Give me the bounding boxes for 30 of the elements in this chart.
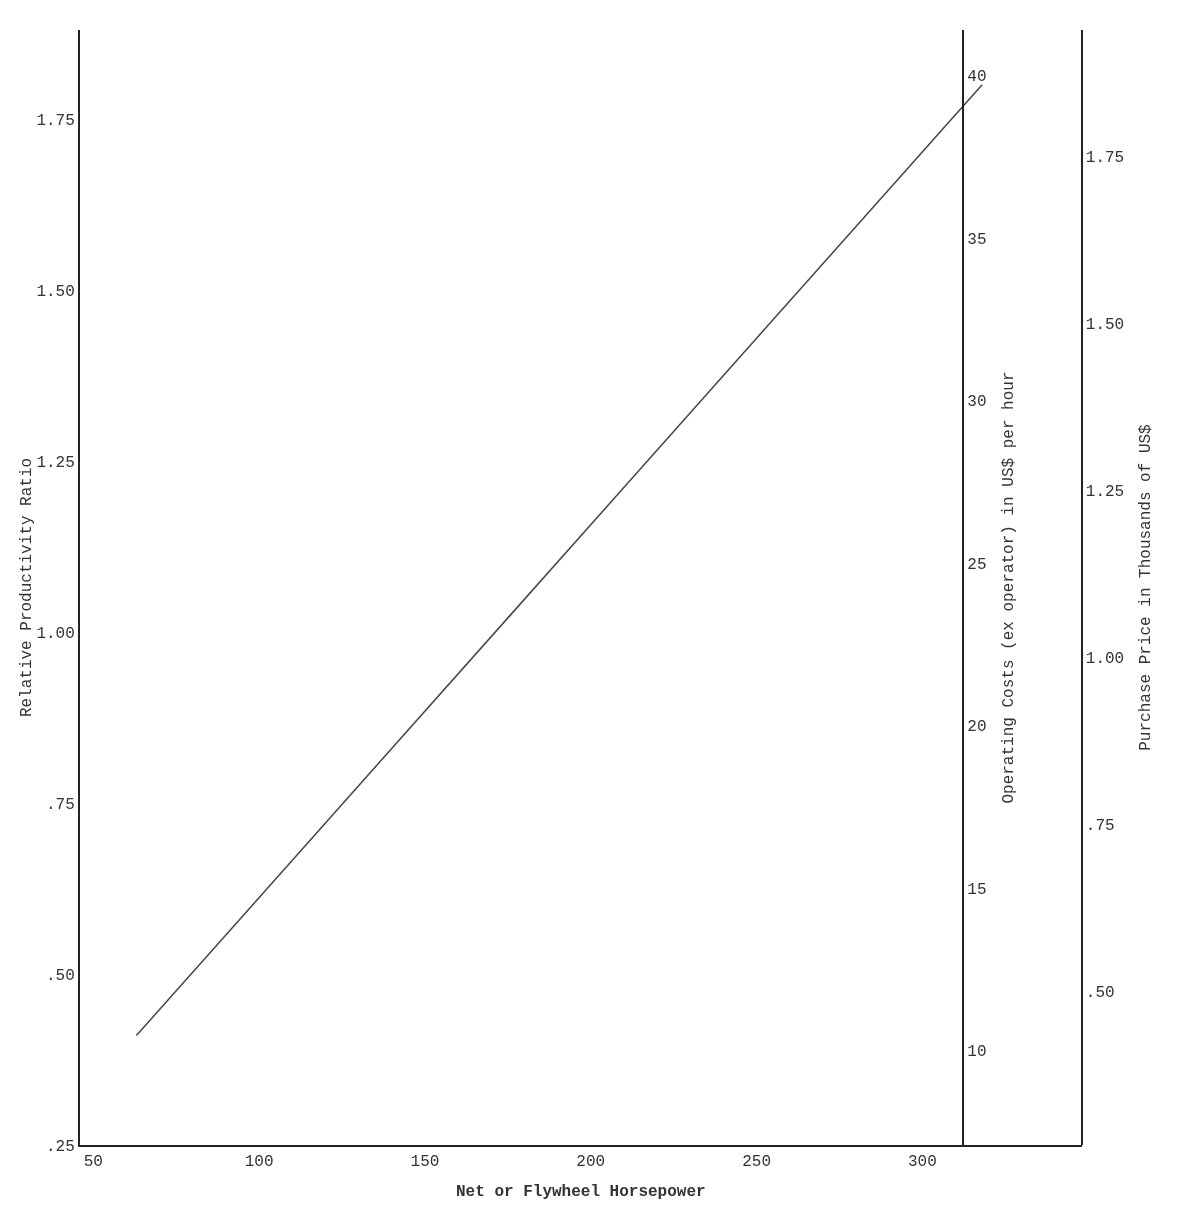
y3-tick-label: 1.25	[1085, 483, 1125, 502]
y2-tick-label: 25	[967, 555, 987, 574]
y-tick-label: .75	[45, 795, 75, 814]
y2-tick-label: 20	[967, 718, 987, 737]
y2-tick-label: 15	[967, 880, 987, 899]
x-tick-label: 100	[244, 1153, 274, 1172]
y3-tick-label: 1.00	[1085, 650, 1125, 669]
x-tick-label: 200	[576, 1153, 606, 1172]
y2-tick-label: 30	[967, 393, 987, 412]
y-tick-label: .25	[45, 1137, 75, 1156]
y3-tick-label: 1.50	[1085, 316, 1125, 335]
y2-tick-label: 35	[967, 230, 987, 249]
x-tick-label: 300	[908, 1153, 937, 1172]
y3-tick-label: 1.75	[1085, 149, 1125, 168]
y-tick-label: 1.25	[36, 453, 75, 472]
y2-tick-label: 10	[967, 1043, 987, 1062]
y-tick-label: 1.00	[36, 624, 75, 643]
y-tick-label: .50	[45, 966, 75, 985]
x-tick-label: 150	[410, 1153, 440, 1172]
x-tick-label: 250	[742, 1153, 771, 1172]
y3-tick-label: .50	[1085, 984, 1115, 1003]
y-tick-label: 1.75	[36, 111, 75, 130]
y3-tick-label: .75	[1085, 817, 1115, 836]
y3-axis-title: Purchase Price in Thousands of US$	[1137, 424, 1156, 751]
y2-tick-label: 40	[967, 68, 987, 87]
y2-axis-title: Operating Costs (ex operator) in US$ per hour	[999, 371, 1018, 804]
x-axis-title: Net or Flywheel Horsepower	[455, 1183, 706, 1202]
x-tick-label: 50	[83, 1153, 103, 1172]
y-tick-label: 1.50	[36, 282, 75, 301]
y-axis-title: Relative Productivity Ratio	[18, 457, 37, 718]
